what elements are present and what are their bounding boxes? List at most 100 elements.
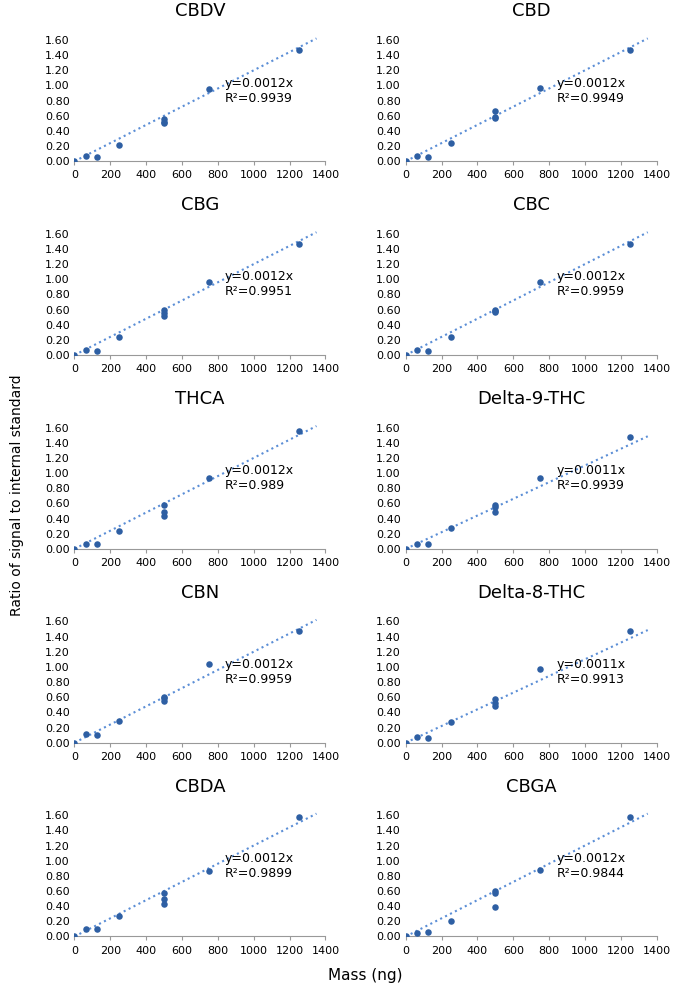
Point <box>81 921 91 936</box>
Point <box>490 691 501 707</box>
Point <box>445 520 456 536</box>
Point <box>422 149 433 165</box>
Point <box>158 308 169 324</box>
Point <box>114 713 125 728</box>
Point <box>490 883 501 899</box>
Point <box>69 541 80 557</box>
Title: CBDV: CBDV <box>175 2 225 21</box>
Point <box>535 661 546 677</box>
Point <box>412 729 422 745</box>
Point <box>445 329 456 345</box>
Point <box>158 690 169 706</box>
Point <box>422 536 433 552</box>
Point <box>490 110 501 126</box>
Point <box>535 80 546 96</box>
Point <box>81 148 91 164</box>
Point <box>91 149 102 165</box>
Point <box>69 154 80 169</box>
Point <box>412 925 422 940</box>
Point <box>69 347 80 363</box>
Point <box>81 726 91 742</box>
Point <box>624 429 635 445</box>
Point <box>158 111 169 127</box>
Point <box>490 496 501 512</box>
Point <box>490 699 501 715</box>
Point <box>624 42 635 57</box>
Point <box>158 885 169 901</box>
Point <box>91 921 102 936</box>
Point <box>624 809 635 825</box>
Point <box>158 301 169 317</box>
Title: CBG: CBG <box>181 196 219 214</box>
Point <box>293 236 304 252</box>
Title: Delta-8-THC: Delta-8-THC <box>477 584 586 602</box>
Title: Delta-9-THC: Delta-9-THC <box>477 390 586 408</box>
Point <box>422 924 433 939</box>
Title: CBDA: CBDA <box>175 778 225 796</box>
Point <box>293 423 304 439</box>
Point <box>158 504 169 520</box>
Point <box>158 690 169 706</box>
Point <box>158 304 169 320</box>
Point <box>91 727 102 743</box>
Point <box>490 899 501 915</box>
Text: y=0.0012x
R²=0.9844: y=0.0012x R²=0.9844 <box>556 852 626 880</box>
Point <box>91 343 102 359</box>
Point <box>158 507 169 523</box>
Point <box>293 810 304 826</box>
Point <box>158 693 169 709</box>
Point <box>204 471 215 487</box>
Point <box>422 730 433 746</box>
Point <box>400 347 411 363</box>
Point <box>114 908 125 924</box>
Point <box>158 114 169 130</box>
Point <box>204 863 215 879</box>
Title: CBC: CBC <box>512 196 550 214</box>
Point <box>400 734 411 750</box>
Point <box>400 929 411 944</box>
Point <box>293 42 304 57</box>
Point <box>445 135 456 151</box>
Point <box>490 504 501 520</box>
Point <box>490 301 501 317</box>
Point <box>158 891 169 907</box>
Point <box>535 862 546 878</box>
Point <box>535 470 546 486</box>
Point <box>490 103 501 119</box>
Point <box>624 236 635 252</box>
Point <box>158 115 169 131</box>
Point <box>490 499 501 515</box>
Point <box>204 274 215 289</box>
Point <box>81 536 91 552</box>
Text: y=0.0012x
R²=0.9899: y=0.0012x R²=0.9899 <box>225 852 294 880</box>
Title: THCA: THCA <box>175 390 225 408</box>
Title: CBN: CBN <box>181 584 219 602</box>
Point <box>204 656 215 672</box>
Point <box>69 929 80 944</box>
Text: Mass (ng): Mass (ng) <box>328 968 403 983</box>
Point <box>490 109 501 125</box>
Point <box>400 541 411 557</box>
Text: y=0.0011x
R²=0.9913: y=0.0011x R²=0.9913 <box>556 658 626 686</box>
Point <box>445 715 456 730</box>
Text: y=0.0012x
R²=0.9949: y=0.0012x R²=0.9949 <box>556 76 626 105</box>
Point <box>490 885 501 901</box>
Point <box>91 536 102 552</box>
Point <box>422 343 433 359</box>
Point <box>490 696 501 712</box>
Point <box>400 154 411 169</box>
Text: y=0.0012x
R²=0.989: y=0.0012x R²=0.989 <box>225 464 294 493</box>
Text: y=0.0011x
R²=0.9939: y=0.0011x R²=0.9939 <box>556 464 626 493</box>
Text: y=0.0012x
R²=0.9939: y=0.0012x R²=0.9939 <box>225 76 294 105</box>
Title: CBD: CBD <box>512 2 550 21</box>
Point <box>158 496 169 512</box>
Point <box>535 275 546 290</box>
Text: y=0.0012x
R²=0.9951: y=0.0012x R²=0.9951 <box>225 271 294 298</box>
Text: y=0.0012x
R²=0.9959: y=0.0012x R²=0.9959 <box>225 658 294 686</box>
Point <box>204 81 215 97</box>
Point <box>412 536 422 552</box>
Point <box>114 329 125 345</box>
Text: Ratio of signal to internal standard: Ratio of signal to internal standard <box>10 375 24 616</box>
Point <box>293 623 304 639</box>
Point <box>624 623 635 639</box>
